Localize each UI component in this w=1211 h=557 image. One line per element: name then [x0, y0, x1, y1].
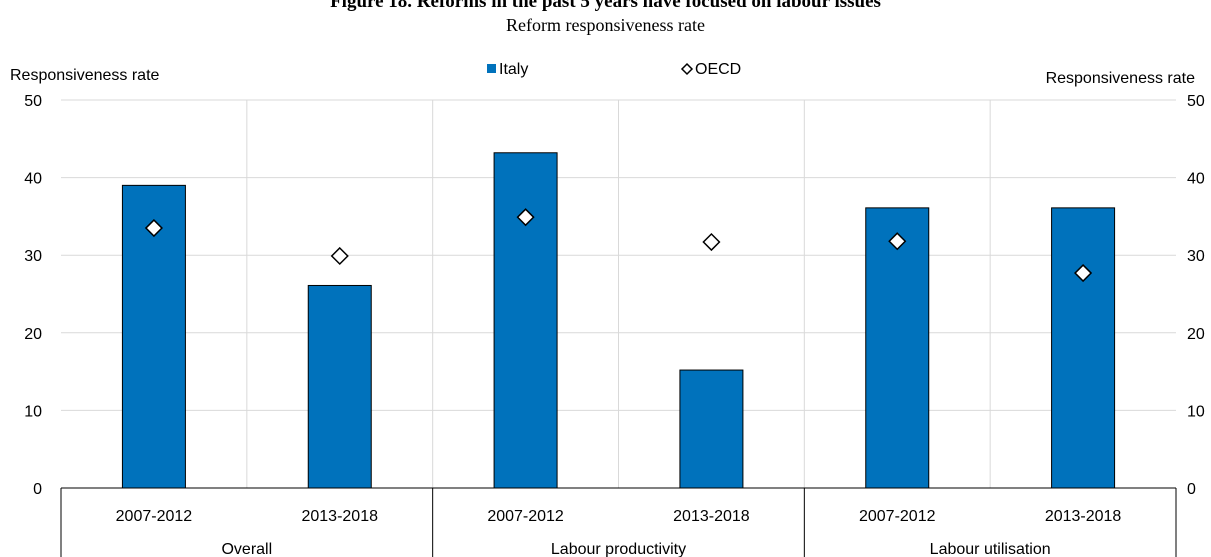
bar-italy	[679, 369, 744, 489]
marker-oecd	[888, 232, 907, 251]
y-tick-label-left: 50	[24, 93, 42, 110]
x-tick-label: 2007-2012	[487, 508, 564, 525]
marker-oecd	[144, 218, 163, 238]
axes: 0 0 10 10 20 20 30 30 40 40 50 50 2007-2012 2013-2018…	[24, 93, 1205, 557]
legend-label-italy: Italy	[499, 61, 528, 78]
x-group-label: Labour utilisation	[930, 541, 1051, 557]
y-tick-label-left: 40	[24, 171, 42, 188]
x-group-label: Overall	[221, 541, 272, 557]
gridlines	[61, 99, 1176, 488]
y-axis-label-right: Responsiveness rate	[1046, 70, 1196, 87]
marker-oecd	[516, 208, 535, 227]
chart-title: Figure 18. Reforms in the past 5 years h…	[330, 0, 881, 12]
marker-oecd	[330, 246, 349, 266]
bar-italy	[307, 284, 372, 489]
legend-label-oecd: OECD	[695, 61, 741, 78]
x-group-label: Labour productivity	[551, 541, 686, 557]
y-tick-label-left: 0	[33, 481, 42, 498]
y-tick-label-right: 50	[1187, 93, 1205, 110]
bar-italy	[865, 207, 930, 489]
y-tick-label-left: 10	[24, 403, 42, 420]
marker-oecd	[1074, 263, 1093, 283]
x-tick-label: 2007-2012	[859, 508, 936, 525]
oecd-markers	[144, 208, 1093, 283]
x-tick-label: 2013-2018	[301, 508, 378, 525]
y-tick-label-right: 20	[1187, 326, 1205, 343]
y-tick-label-right: 40	[1187, 171, 1205, 188]
marker-oecd	[702, 232, 721, 252]
y-tick-label-right: 30	[1187, 248, 1205, 265]
legend-swatch-italy	[487, 64, 496, 73]
y-tick-label-right: 10	[1187, 403, 1205, 420]
y-tick-label-right: 0	[1187, 481, 1196, 498]
chart-subtitle: Reform responsiveness rate	[506, 15, 705, 35]
legend: Italy OECD	[487, 61, 741, 78]
y-axis-label-left: Responsiveness rate	[10, 67, 160, 84]
y-tick-label-left: 30	[24, 248, 42, 265]
bar-italy	[1051, 207, 1116, 489]
y-tick-label-left: 20	[24, 326, 42, 343]
x-tick-label: 2007-2012	[116, 508, 193, 525]
bar-italy	[493, 152, 558, 489]
x-tick-label: 2013-2018	[673, 508, 750, 525]
legend-marker-oecd	[680, 62, 694, 76]
x-tick-label: 2013-2018	[1045, 508, 1122, 525]
